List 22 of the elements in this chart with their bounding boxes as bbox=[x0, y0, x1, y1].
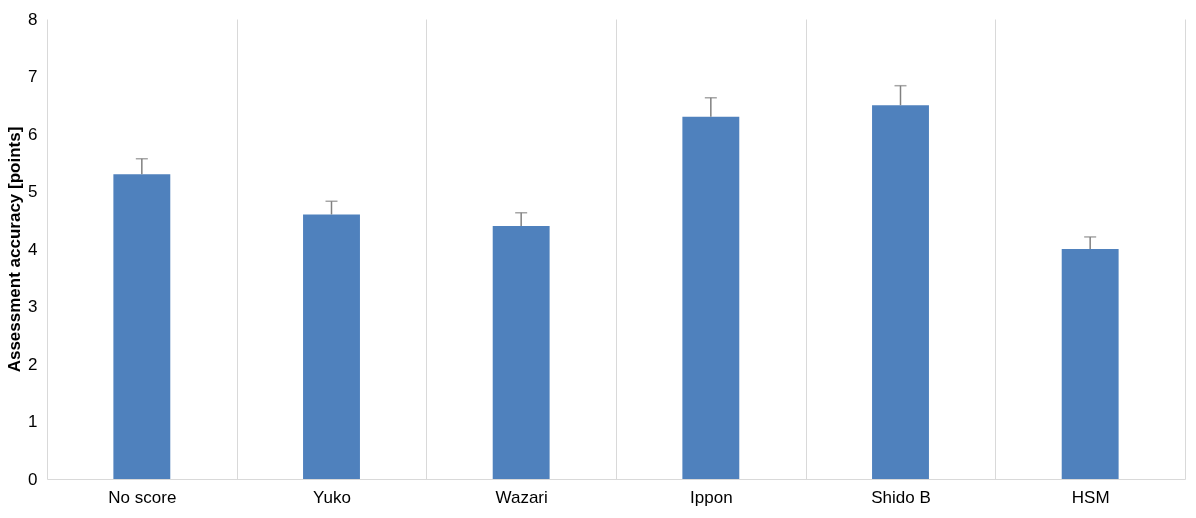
y-tick-label: 6 bbox=[28, 124, 38, 144]
y-tick-label: 4 bbox=[28, 239, 38, 259]
bar bbox=[303, 214, 360, 479]
y-tick-label: 1 bbox=[28, 412, 38, 431]
y-tick-label: 3 bbox=[28, 297, 38, 316]
x-tick-label: Wazari bbox=[495, 487, 548, 507]
x-tick-label: HSM bbox=[1071, 487, 1110, 507]
y-axis-title: Assessment accuracy [points] bbox=[5, 126, 25, 373]
x-tick-label: Yuko bbox=[313, 487, 351, 507]
x-tick-label: No score bbox=[108, 487, 177, 507]
x-tick-label: Shido B bbox=[871, 487, 931, 507]
x-tick-label: Ippon bbox=[690, 487, 733, 507]
bar bbox=[113, 174, 171, 479]
bar bbox=[1061, 249, 1119, 479]
bar bbox=[872, 105, 929, 479]
y-tick-label: 5 bbox=[28, 182, 38, 201]
y-tick-label: 7 bbox=[28, 67, 38, 86]
bar bbox=[682, 116, 740, 479]
bar bbox=[492, 226, 550, 479]
y-tick-label: 2 bbox=[28, 354, 38, 374]
y-tick-label: 0 bbox=[28, 469, 38, 489]
y-tick-label: 8 bbox=[28, 9, 38, 29]
